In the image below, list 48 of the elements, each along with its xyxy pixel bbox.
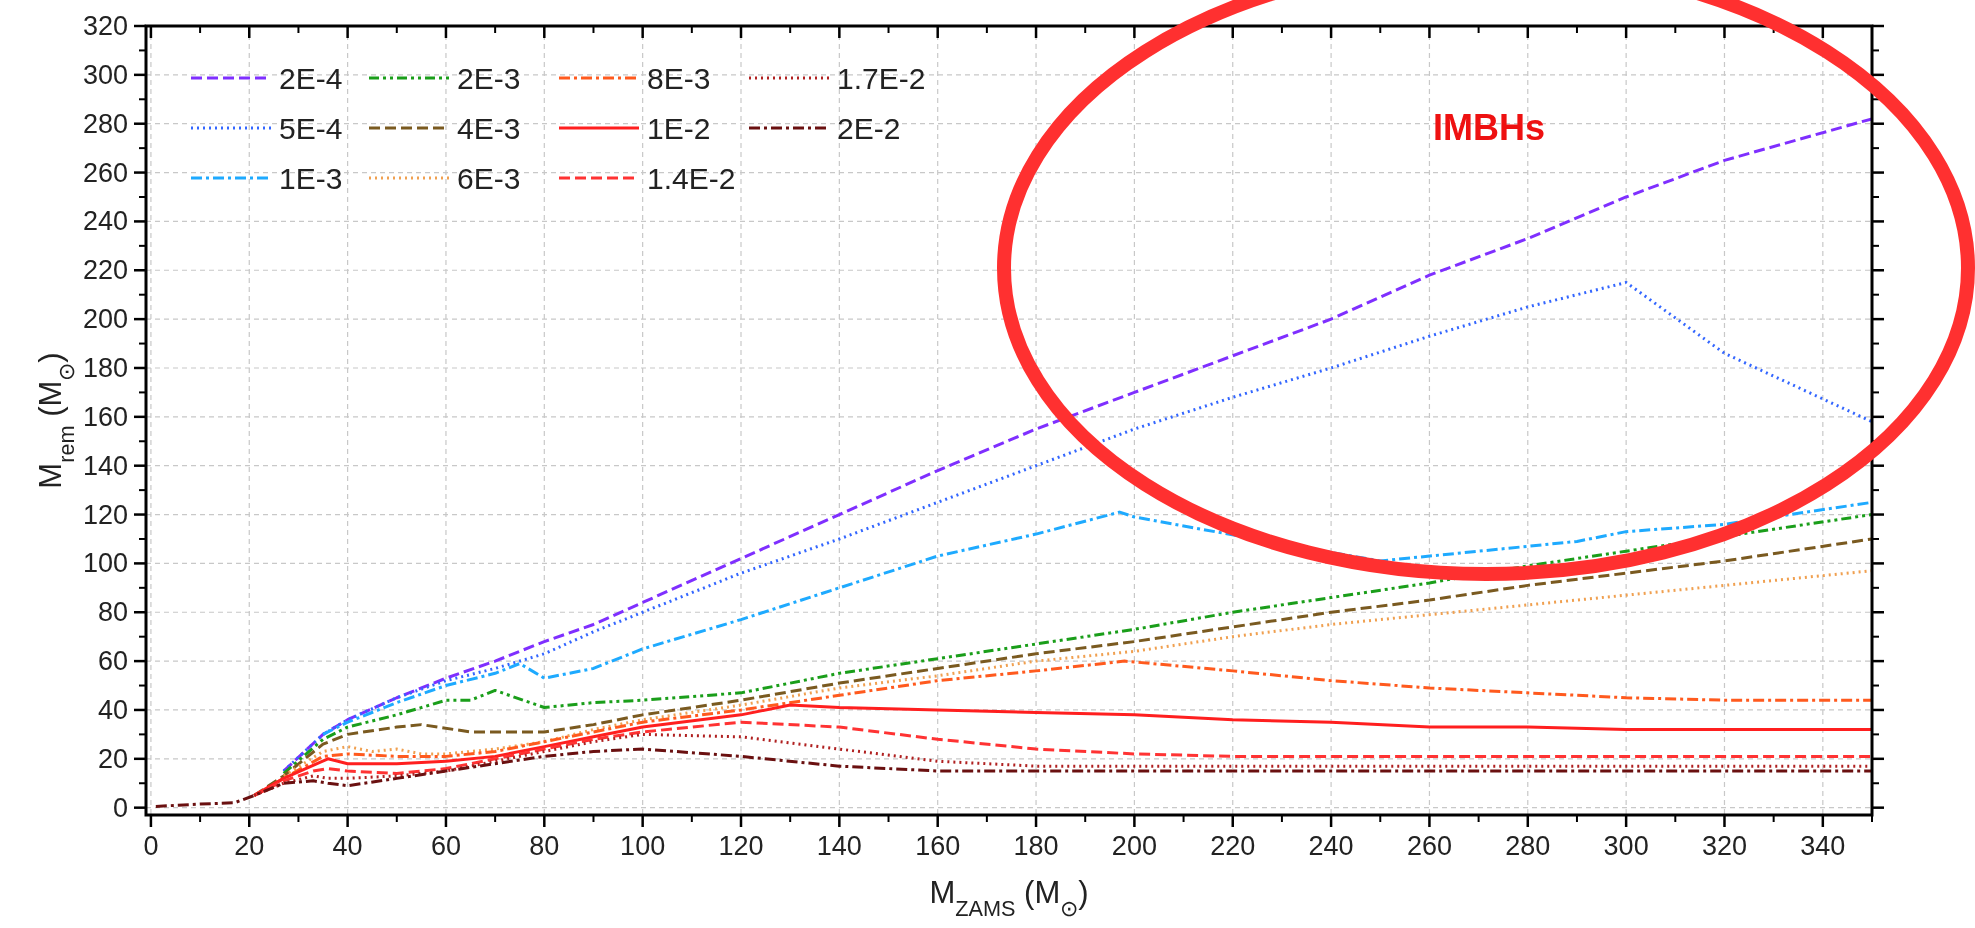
x-tick-label: 180 (1013, 831, 1059, 861)
legend-label: 2E-2 (837, 112, 901, 145)
legend-label: 2E-3 (457, 62, 521, 95)
annotation: IMBHs (1432, 107, 1546, 148)
y-tick-label: 200 (82, 304, 128, 335)
y-tick-label: 160 (82, 401, 128, 432)
x-tick-label: 300 (1603, 831, 1649, 861)
y-tick-label: 280 (82, 108, 128, 139)
y-tick-label: 60 (97, 646, 128, 677)
legend-label: 5E-4 (279, 112, 343, 145)
legend-label: 1E-2 (647, 112, 711, 145)
y-tick-label: 240 (82, 206, 128, 237)
legend-label: 2E-4 (279, 62, 343, 95)
y-tick-label: 180 (82, 352, 128, 383)
x-tick-label: 280 (1505, 831, 1551, 861)
x-tick-label: 20 (234, 831, 265, 861)
x-tick-label: 120 (718, 831, 764, 861)
x-tick-label: 260 (1406, 831, 1452, 861)
x-tick-label: 60 (430, 831, 461, 861)
x-tick-label: 0 (143, 831, 159, 861)
legend-label: 8E-3 (647, 62, 711, 95)
x-tick-label: 240 (1308, 831, 1354, 861)
y-tick-label: 140 (82, 450, 128, 481)
x-tick-label: 140 (816, 831, 862, 861)
y-tick-label: 20 (97, 743, 128, 774)
x-tick-label: 40 (332, 831, 363, 861)
y-tick-label: 260 (82, 157, 128, 188)
legend-label: 1.7E-2 (837, 62, 926, 95)
x-tick-label: 80 (529, 831, 560, 861)
y-tick-label: 320 (82, 11, 128, 41)
legend-label: 1E-3 (279, 162, 343, 195)
y-tick-label: 80 (97, 597, 128, 628)
x-tick-label: 160 (915, 831, 961, 861)
y-tick-label: 100 (82, 548, 128, 579)
x-axis-title: M$_{ZAMS}$ (M$_{⊙}$) (929, 875, 1089, 921)
y-tick-label: 120 (82, 499, 128, 530)
legend-label: 4E-3 (457, 112, 521, 145)
x-tick-label: 320 (1701, 831, 1748, 861)
x-tick-label: 200 (1111, 831, 1157, 861)
x-tick-label: 340 (1800, 831, 1846, 861)
y-tick-label: 40 (97, 694, 128, 725)
legend-label: 1.4E-2 (647, 162, 736, 195)
y-tick-label: 300 (82, 59, 128, 90)
y-tick-label: 0 (112, 792, 128, 823)
x-tick-label: 220 (1210, 831, 1256, 861)
legend-label: 6E-3 (457, 162, 521, 195)
y-tick-label: 220 (82, 255, 128, 286)
x-tick-label: 100 (620, 831, 666, 861)
